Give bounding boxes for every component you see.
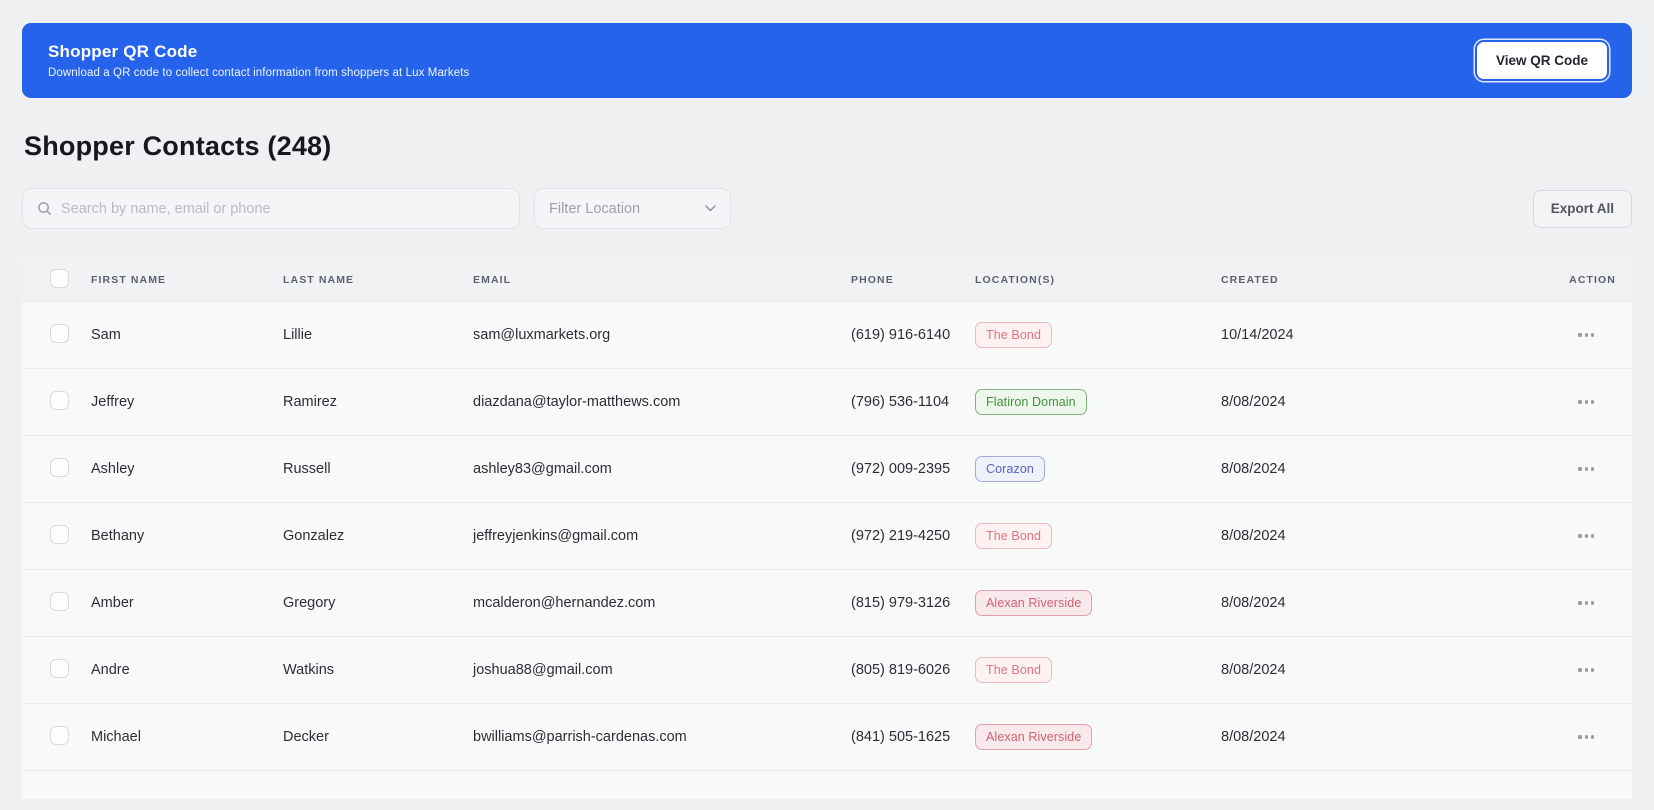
cell-first-name: Sam bbox=[91, 327, 121, 343]
table-row-partial bbox=[22, 771, 1632, 799]
qr-code-banner: Shopper QR Code Download a QR code to co… bbox=[22, 23, 1632, 98]
view-qr-code-button[interactable]: View QR Code bbox=[1476, 42, 1607, 79]
cell-phone: (796) 536-1104 bbox=[851, 394, 950, 410]
table-row: Michael Decker bwilliams@parrish-cardena… bbox=[22, 704, 1632, 771]
row-checkbox[interactable] bbox=[50, 524, 69, 544]
row-checkbox[interactable] bbox=[50, 323, 69, 343]
table-body: Sam Lillie sam@luxmarkets.org (619) 916-… bbox=[22, 302, 1632, 771]
row-checkbox[interactable] bbox=[50, 725, 69, 745]
col-header-last-name: LAST NAME bbox=[283, 273, 355, 286]
cell-first-name: Andre bbox=[91, 662, 130, 678]
location-badge: Alexan Riverside bbox=[975, 724, 1093, 750]
cell-last-name: Gregory bbox=[283, 595, 336, 611]
location-badge: The Bond bbox=[975, 523, 1053, 549]
search-box[interactable] bbox=[22, 188, 520, 229]
chevron-down-icon bbox=[705, 205, 716, 212]
table-row: Amber Gregory mcalderon@hernandez.com (8… bbox=[22, 570, 1632, 637]
row-actions-button[interactable] bbox=[1576, 461, 1596, 476]
row-actions-button[interactable] bbox=[1576, 662, 1596, 677]
cell-first-name: Amber bbox=[91, 595, 134, 611]
page-title: Shopper Contacts (248) bbox=[24, 131, 332, 161]
table-row: Bethany Gonzalez jeffreyjenkins@gmail.co… bbox=[22, 503, 1632, 570]
select-all-checkbox[interactable] bbox=[50, 268, 69, 288]
cell-created: 8/08/2024 bbox=[1221, 528, 1286, 544]
qr-banner-subtitle: Download a QR code to collect contact in… bbox=[48, 67, 470, 79]
cell-last-name: Ramirez bbox=[283, 394, 337, 410]
col-header-locations: LOCATION(S) bbox=[975, 273, 1056, 286]
cell-email: sam@luxmarkets.org bbox=[473, 327, 611, 343]
export-all-button[interactable]: Export All bbox=[1532, 189, 1632, 228]
qr-banner-title: Shopper QR Code bbox=[48, 42, 198, 61]
row-actions-button[interactable] bbox=[1576, 729, 1596, 744]
row-checkbox[interactable] bbox=[50, 390, 69, 410]
cell-first-name: Jeffrey bbox=[91, 394, 135, 410]
cell-phone: (972) 009-2395 bbox=[851, 461, 951, 477]
cell-created: 8/08/2024 bbox=[1221, 461, 1286, 477]
table-row: Andre Watkins joshua88@gmail.com (805) 8… bbox=[22, 637, 1632, 704]
col-header-phone: PHONE bbox=[851, 273, 894, 286]
row-checkbox[interactable] bbox=[50, 658, 69, 678]
row-actions-button[interactable] bbox=[1576, 327, 1596, 342]
location-badge: The Bond bbox=[975, 322, 1053, 348]
cell-email: jeffreyjenkins@gmail.com bbox=[473, 528, 639, 544]
cell-last-name: Decker bbox=[283, 729, 329, 745]
table-row: Sam Lillie sam@luxmarkets.org (619) 916-… bbox=[22, 302, 1632, 369]
contacts-table: FIRST NAME LAST NAME EMAIL PHONE LOCATIO… bbox=[22, 258, 1632, 799]
cell-email: ashley83@gmail.com bbox=[473, 461, 612, 477]
location-badge: Corazon bbox=[975, 456, 1045, 482]
cell-created: 10/14/2024 bbox=[1221, 327, 1294, 343]
row-actions-button[interactable] bbox=[1576, 528, 1596, 543]
cell-created: 8/08/2024 bbox=[1221, 729, 1286, 745]
cell-last-name: Russell bbox=[283, 461, 331, 477]
col-header-action: ACTION bbox=[1569, 273, 1616, 286]
cell-first-name: Bethany bbox=[91, 528, 145, 544]
cell-last-name: Watkins bbox=[283, 662, 335, 678]
table-row: Ashley Russell ashley83@gmail.com (972) … bbox=[22, 436, 1632, 503]
cell-created: 8/08/2024 bbox=[1221, 595, 1286, 611]
cell-created: 8/08/2024 bbox=[1221, 394, 1286, 410]
row-checkbox[interactable] bbox=[50, 591, 69, 611]
cell-email: joshua88@gmail.com bbox=[473, 662, 613, 678]
col-header-created: CREATED bbox=[1221, 273, 1279, 286]
row-actions-button[interactable] bbox=[1576, 394, 1596, 409]
table-row: Jeffrey Ramirez diazdana@taylor-matthews… bbox=[22, 369, 1632, 436]
row-actions-button[interactable] bbox=[1576, 595, 1596, 610]
col-header-first-name: FIRST NAME bbox=[91, 273, 167, 286]
location-filter-label: Filter Location bbox=[549, 200, 641, 217]
cell-last-name: Lillie bbox=[283, 327, 313, 343]
location-filter-select[interactable]: Filter Location bbox=[534, 188, 731, 229]
cell-phone: (815) 979-3126 bbox=[851, 595, 951, 611]
cell-email: diazdana@taylor-matthews.com bbox=[473, 394, 681, 410]
location-badge: Alexan Riverside bbox=[975, 590, 1093, 616]
cell-last-name: Gonzalez bbox=[283, 528, 345, 544]
cell-phone: (619) 916-6140 bbox=[851, 327, 951, 343]
search-icon bbox=[37, 201, 52, 216]
cell-phone: (841) 505-1625 bbox=[851, 729, 951, 745]
cell-email: bwilliams@parrish-cardenas.com bbox=[473, 729, 687, 745]
qr-banner-text: Shopper QR Code Download a QR code to co… bbox=[48, 42, 469, 79]
cell-first-name: Michael bbox=[91, 729, 141, 745]
cell-phone: (972) 219-4250 bbox=[851, 528, 951, 544]
cell-first-name: Ashley bbox=[91, 461, 135, 477]
table-header-row: FIRST NAME LAST NAME EMAIL PHONE LOCATIO… bbox=[22, 258, 1632, 302]
search-input[interactable] bbox=[61, 200, 505, 217]
toolbar: Filter Location Export All bbox=[22, 188, 1632, 229]
location-badge: The Bond bbox=[975, 657, 1053, 683]
cell-phone: (805) 819-6026 bbox=[851, 662, 951, 678]
col-header-email: EMAIL bbox=[473, 273, 512, 286]
location-badge: Flatiron Domain bbox=[975, 389, 1087, 415]
cell-created: 8/08/2024 bbox=[1221, 662, 1286, 678]
row-checkbox[interactable] bbox=[50, 457, 69, 477]
cell-email: mcalderon@hernandez.com bbox=[473, 595, 656, 611]
